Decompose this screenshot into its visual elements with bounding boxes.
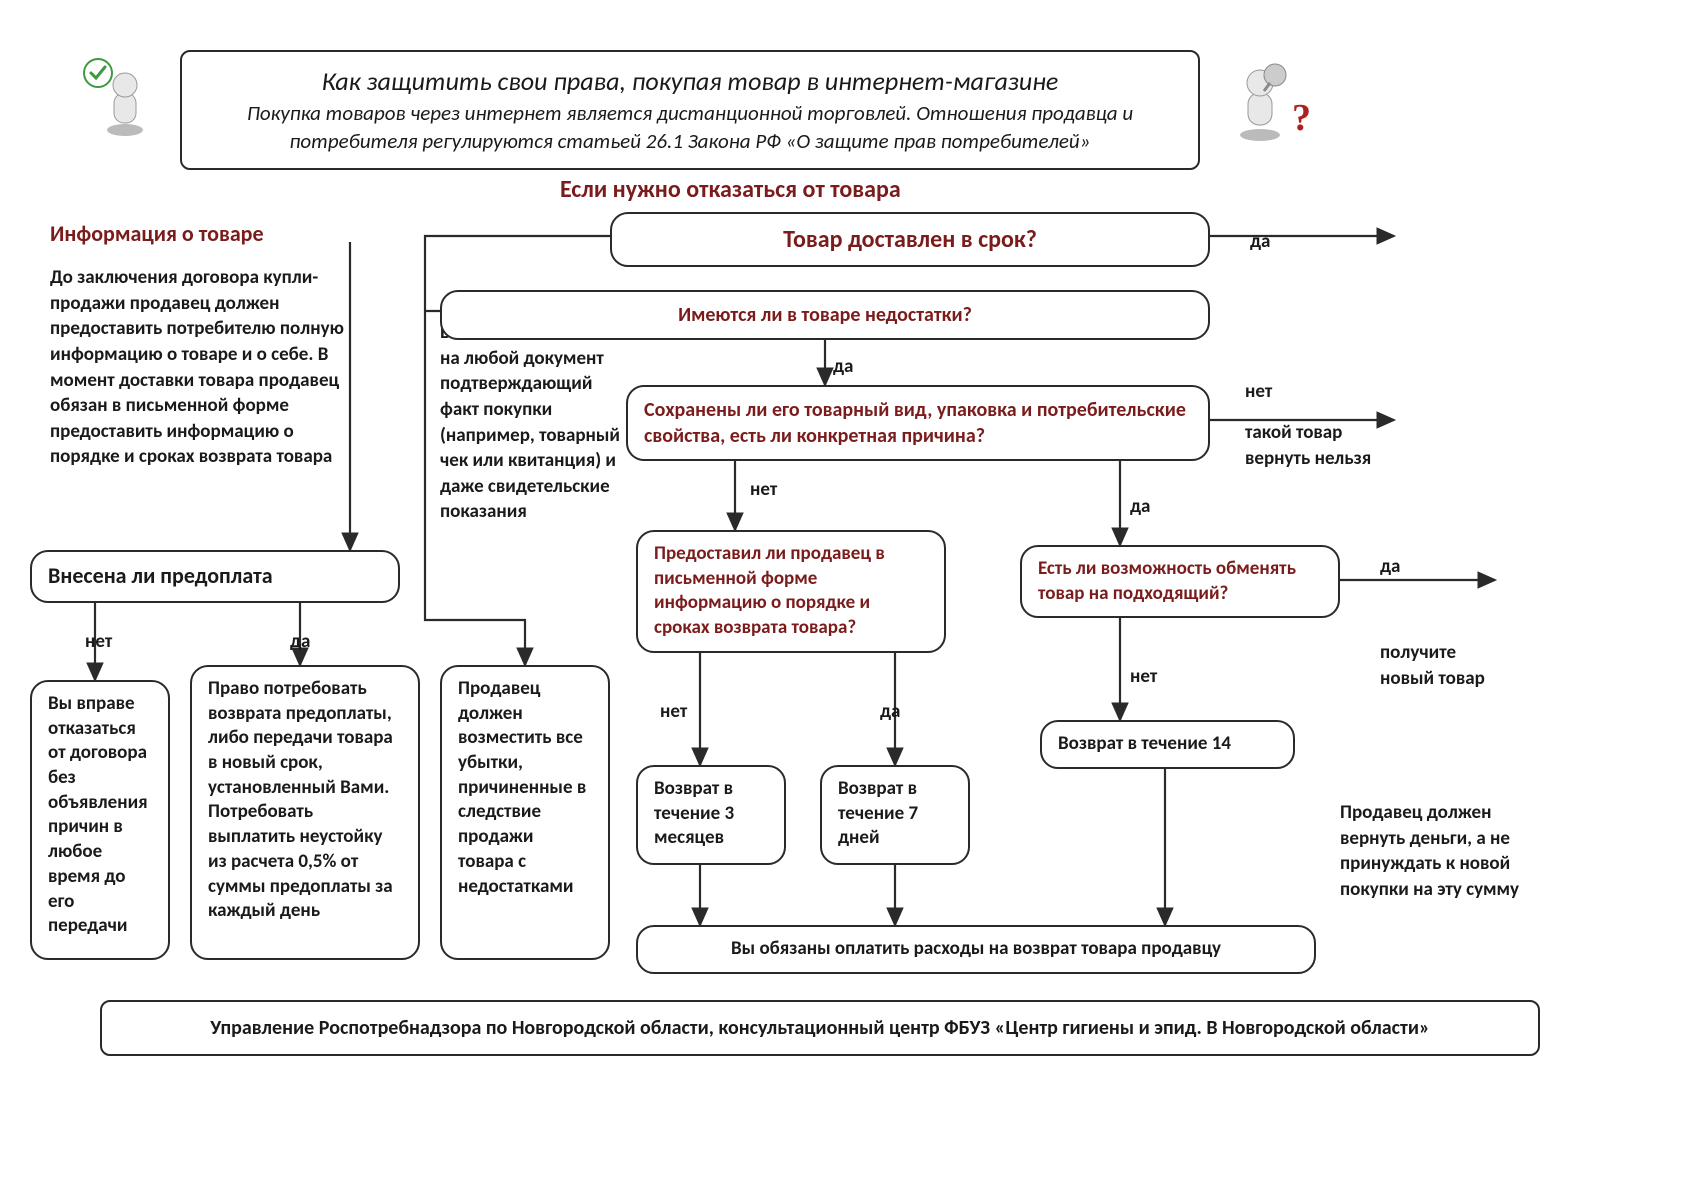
node-n_return7d: Возврат в течение 7 дней: [820, 765, 970, 865]
checkmark-figure-icon: [70, 55, 160, 145]
node-n_return3m: Возврат в течение 3 месяцев: [636, 765, 786, 865]
question-figure-icon: ?: [1220, 55, 1320, 150]
node-n_preserved: Сохранены ли его товарный вид, упаковка …: [626, 385, 1210, 461]
label-delivered_yes: да: [1250, 230, 1270, 253]
node-n_return14: Возврат в течение 14: [1040, 720, 1295, 769]
evidence-text: Вы можете сослаться на любой документ по…: [440, 320, 620, 525]
node-n_written_info: Предоставил ли продавец в письменной фор…: [636, 530, 946, 653]
info-heading: Информация о товаре: [50, 220, 264, 247]
label-preserved_no_below: нет: [750, 478, 777, 501]
cant-return-text: такой товар вернуть нельзя: [1245, 420, 1395, 471]
label-written_yes: да: [880, 700, 900, 723]
label-preserved_yes: да: [1130, 495, 1150, 518]
label-prepay_yes: да: [290, 630, 310, 653]
label-written_no: нет: [660, 700, 687, 723]
header-subtitle: Покупка товаров через интернет является …: [212, 99, 1168, 156]
node-n_delivered: Товар доставлен в срок?: [610, 212, 1210, 267]
footer-text: Управление Роспотребнадзора по Новгородс…: [210, 1016, 1430, 1040]
node-n_compensate: Продавец должен возместить все убытки, п…: [440, 665, 610, 960]
node-n_prepay: Внесена ли предоплата: [30, 550, 400, 603]
node-n_pay_return: Вы обязаны оплатить расходы на возврат т…: [636, 925, 1316, 974]
get-new-text: получите новый товар: [1380, 640, 1510, 691]
node-n_exchange: Есть ли возможность обменять товар на по…: [1020, 545, 1340, 618]
info-body: До заключения договора купли-продажи про…: [50, 265, 360, 470]
footer-box: Управление Роспотребнадзора по Новгородс…: [100, 1000, 1540, 1056]
seller-refund-text: Продавец должен вернуть деньги, а не при…: [1340, 800, 1560, 903]
svg-text:?: ?: [1292, 97, 1311, 139]
label-exchange_no: нет: [1130, 665, 1157, 688]
header-box: Как защитить свои права, покупая товар в…: [180, 50, 1200, 170]
label-preserved_no_right: нет: [1245, 380, 1272, 403]
label-prepay_no: нет: [85, 630, 112, 653]
node-n_demand: Право потребовать возврата предоплаты, л…: [190, 665, 420, 960]
section-title: Если нужно отказаться от товара: [560, 175, 901, 204]
label-exchange_yes: да: [1380, 555, 1400, 578]
node-n_defects: Имеются ли в товаре недостатки?: [440, 290, 1210, 340]
label-defects_yes: да: [833, 355, 853, 378]
header-title: Как защитить свои права, покупая товар в…: [212, 64, 1168, 99]
node-n_cancel: Вы вправе отказаться от договора без объ…: [30, 680, 170, 960]
